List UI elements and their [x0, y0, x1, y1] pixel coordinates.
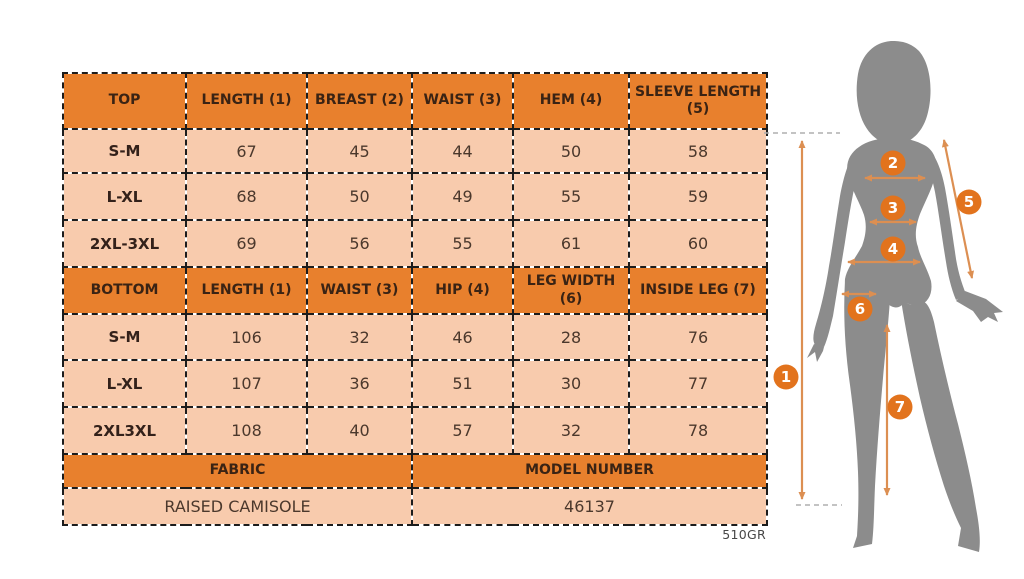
value-cell: 51	[411, 359, 514, 408]
waist-header-cell: WAIST (3)	[306, 266, 413, 315]
info-header-row: FABRIC MODEL NUMBER	[62, 453, 768, 489]
size-label: L-XL	[62, 172, 187, 221]
value-cell: 55	[512, 172, 630, 221]
size-label: S-M	[62, 128, 187, 174]
sleeve-length-header-cell: SLEEVE LENGTH (5)	[628, 72, 768, 130]
value-cell: 46	[411, 313, 514, 361]
value-cell: 30	[512, 359, 630, 408]
breast-header-cell: BREAST (2)	[306, 72, 413, 130]
marker-badge-3: 3	[880, 195, 906, 221]
marker-badge-1: 1	[773, 364, 799, 390]
svg-text:1: 1	[781, 368, 791, 386]
table-row: 2XL-3XL 69 56 55 61 60	[62, 219, 768, 268]
value-cell: 106	[185, 313, 308, 361]
marker-badge-4: 4	[880, 236, 906, 262]
value-cell: 108	[185, 406, 308, 455]
value-cell: 67	[185, 128, 308, 174]
svg-text:3: 3	[888, 199, 898, 217]
value-cell: 78	[628, 406, 768, 455]
fabric-value-cell: RAISED CAMISOLE	[62, 487, 413, 526]
table-row: 2XL3XL 108 40 57 32 78	[62, 406, 768, 455]
female-silhouette	[807, 41, 1003, 552]
waist-header-cell: WAIST (3)	[411, 72, 514, 130]
value-cell: 68	[185, 172, 308, 221]
table-row: S-M 106 32 46 28 76	[62, 313, 768, 361]
leg-width-header-cell: LEG WIDTH (6)	[512, 266, 630, 315]
hip-header-cell: HIP (4)	[411, 266, 514, 315]
hem-header-cell: HEM (4)	[512, 72, 630, 130]
marker-badge-2: 2	[880, 150, 906, 176]
value-cell: 36	[306, 359, 413, 408]
bottom-header-row: BOTTOM LENGTH (1) WAIST (3) HIP (4) LEG …	[62, 266, 768, 315]
value-cell: 61	[512, 219, 630, 268]
value-cell: 32	[512, 406, 630, 455]
value-cell: 50	[306, 172, 413, 221]
measurement-figure: 1 2 3 4 5 6 7	[764, 41, 1003, 552]
top-header-cell: TOP	[62, 72, 187, 130]
value-cell: 40	[306, 406, 413, 455]
marker-badge-5: 5	[956, 189, 982, 215]
value-cell: 50	[512, 128, 630, 174]
value-cell: 58	[628, 128, 768, 174]
size-label: L-XL	[62, 359, 187, 408]
size-label: S-M	[62, 313, 187, 361]
value-cell: 76	[628, 313, 768, 361]
size-chart-table: TOP LENGTH (1) BREAST (2) WAIST (3) HEM …	[62, 72, 768, 526]
value-cell: 49	[411, 172, 514, 221]
value-cell: 60	[628, 219, 768, 268]
value-cell: 55	[411, 219, 514, 268]
value-cell: 56	[306, 219, 413, 268]
fabric-header-cell: FABRIC	[62, 453, 413, 489]
value-cell: 44	[411, 128, 514, 174]
table-row: S-M 67 45 44 50 58	[62, 128, 768, 174]
svg-text:2: 2	[888, 154, 898, 172]
size-label: 2XL-3XL	[62, 219, 187, 268]
length-header-cell: LENGTH (1)	[185, 266, 308, 315]
svg-text:7: 7	[895, 398, 905, 416]
model-number-header-cell: MODEL NUMBER	[411, 453, 768, 489]
inside-leg-header-cell: INSIDE LEG (7)	[628, 266, 768, 315]
value-cell: 59	[628, 172, 768, 221]
table-row: L-XL 68 50 49 55 59	[62, 172, 768, 221]
value-cell: 107	[185, 359, 308, 408]
model-number-value-cell: 46137	[411, 487, 768, 526]
top-header-row: TOP LENGTH (1) BREAST (2) WAIST (3) HEM …	[62, 72, 768, 130]
table-row: L-XL 107 36 51 30 77	[62, 359, 768, 408]
size-label: 2XL3XL	[62, 406, 187, 455]
svg-text:6: 6	[855, 300, 865, 318]
value-cell: 57	[411, 406, 514, 455]
svg-text:4: 4	[888, 240, 898, 258]
marker-badge-6: 6	[847, 296, 873, 322]
footnote-code: 510GR	[722, 527, 766, 542]
length-header-cell: LENGTH (1)	[185, 72, 308, 130]
value-cell: 77	[628, 359, 768, 408]
value-cell: 45	[306, 128, 413, 174]
value-cell: 69	[185, 219, 308, 268]
bottom-header-cell: BOTTOM	[62, 266, 187, 315]
value-cell: 32	[306, 313, 413, 361]
marker-badge-7: 7	[887, 394, 913, 420]
value-cell: 28	[512, 313, 630, 361]
info-value-row: RAISED CAMISOLE 46137	[62, 487, 768, 526]
svg-text:5: 5	[964, 193, 974, 211]
measurement-arrow-5	[941, 139, 975, 279]
